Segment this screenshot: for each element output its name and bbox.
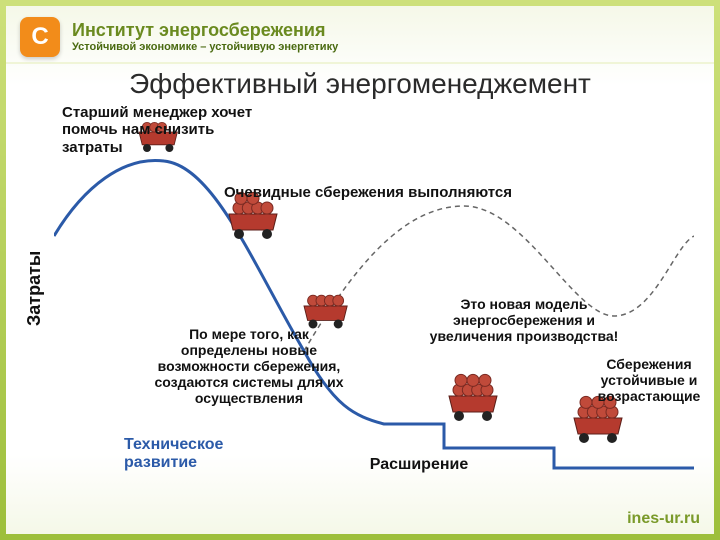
annotation-a_manager: Старший менеджер хочет помочь нам снизит… xyxy=(62,104,272,156)
annotation-a_newopps: По мере того, как определены новые возмо… xyxy=(144,326,354,406)
chart-area: Старший менеджер хочет помочь нам снизит… xyxy=(54,106,694,486)
annotation-a_tech: Техническое развитие xyxy=(124,436,274,473)
header-text: Институт энергосбережения Устойчивой эко… xyxy=(72,21,338,53)
page-title: Эффективный энергоменеджемент xyxy=(6,68,714,100)
institute-subtitle: Устойчивой экономике – устойчивую энерге… xyxy=(72,41,338,53)
mine-cart xyxy=(449,374,497,421)
header: С Институт энергосбережения Устойчивой э… xyxy=(6,12,714,62)
slide-frame: С Институт энергосбережения Устойчивой э… xyxy=(0,0,720,540)
header-divider xyxy=(6,62,714,64)
logo-badge: С xyxy=(20,17,60,57)
institute-name: Институт энергосбережения xyxy=(72,21,338,41)
mine-cart xyxy=(304,295,347,328)
annotation-a_model: Это новая модель энергосбережения и увел… xyxy=(424,296,624,344)
logo-letter: С xyxy=(31,23,48,51)
annotation-a_obvious: Очевидные сбережения выполняются xyxy=(224,184,584,201)
annotation-a_expand: Расширение xyxy=(344,456,494,474)
y-axis-label: Затраты xyxy=(24,251,45,326)
annotation-a_sustain: Сбережения устойчивые и возрастающие xyxy=(584,356,714,404)
footer-url: ines-ur.ru xyxy=(627,510,700,528)
